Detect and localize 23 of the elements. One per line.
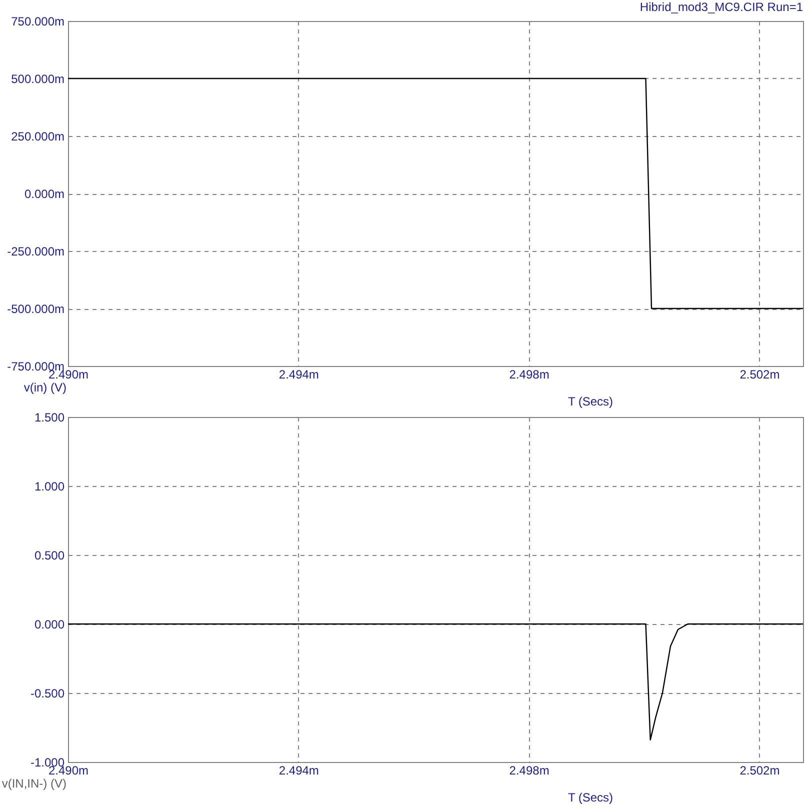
- x-axis-title: T (Secs): [568, 790, 614, 804]
- y-tick-label: 1.000: [34, 480, 65, 494]
- x-axis-title: T (Secs): [568, 394, 614, 408]
- x-tick-label: 2.502m: [740, 368, 780, 382]
- x-tick-label: 2.498m: [509, 368, 550, 382]
- line-series: [68, 623, 803, 741]
- x-tick-label: 2.502m: [740, 764, 780, 778]
- y-tick-label: 1.500: [34, 410, 65, 424]
- y-tick-label: -500.000m: [7, 302, 64, 316]
- y-tick-label: 0.000m: [24, 187, 64, 201]
- x-tick-label: 2.494m: [278, 764, 319, 778]
- y-axis-title: v(in) (V): [24, 380, 66, 394]
- y-axis-title: v(IN,IN-) (V): [2, 776, 66, 790]
- y-tick-label: 500.000m: [11, 72, 64, 86]
- y-tick-label: 750.000m: [11, 14, 64, 28]
- x-tick-label: 2.498m: [509, 764, 550, 778]
- y-tick-label: -0.500: [30, 686, 65, 700]
- x-tick-label: 2.494m: [278, 368, 319, 382]
- y-tick-label: 0.500: [34, 548, 65, 562]
- chart-title: Hibrid_mod3_MC9.CIR Run=1: [640, 0, 804, 14]
- y-tick-label: 250.000m: [11, 130, 64, 144]
- y-tick-label: 0.000: [34, 618, 65, 632]
- y-tick-label: -250.000m: [7, 244, 64, 258]
